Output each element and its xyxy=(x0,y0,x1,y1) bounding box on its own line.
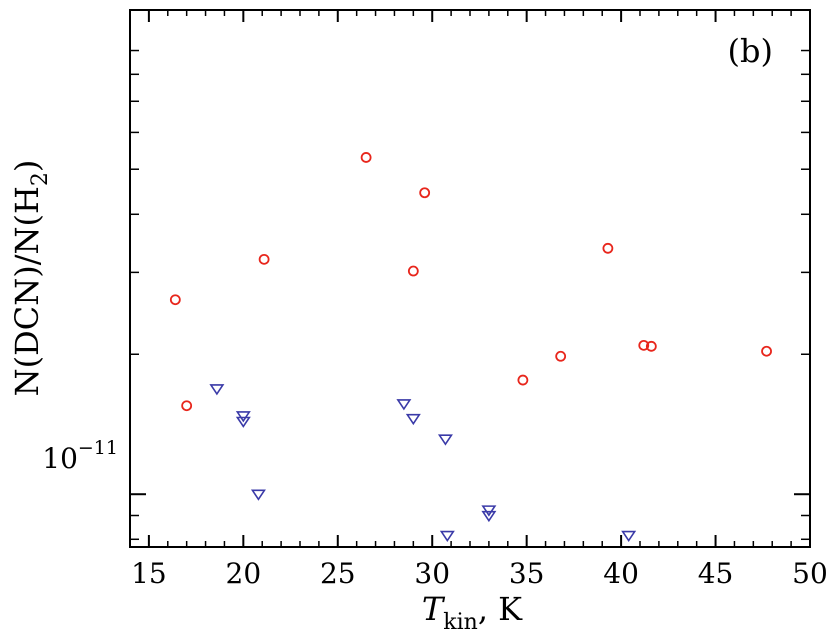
circle-point xyxy=(258,253,270,265)
y-axis-title-main: N(DCN)/N(H xyxy=(8,186,46,396)
triangle-point xyxy=(405,413,421,426)
circle-point xyxy=(761,345,772,357)
triangle-point xyxy=(235,411,251,423)
plot-frame xyxy=(129,9,811,548)
triangle-point xyxy=(439,530,455,542)
y-axis-ticks xyxy=(130,49,810,541)
triangle-point xyxy=(437,434,453,446)
x-tick-label: 15 xyxy=(131,557,167,590)
x-tick-label: 50 xyxy=(792,557,828,590)
y-tick-exponent: −11 xyxy=(78,437,118,459)
triangle-point xyxy=(209,384,225,396)
triangle-point xyxy=(481,505,497,517)
triangle-point xyxy=(481,510,497,523)
x-tick-label: 25 xyxy=(320,557,356,590)
circle-point xyxy=(181,400,193,412)
x-axis-title-symbol: T xyxy=(422,590,446,628)
circle-point xyxy=(407,265,419,277)
circle-point xyxy=(517,374,529,386)
y-axis-title-group: N(DCN)/N(H2) xyxy=(8,160,53,397)
x-tick-label: 40 xyxy=(603,557,639,590)
y-axis-title: N(DCN)/N(H2) xyxy=(8,160,53,397)
panel-label: (b) xyxy=(728,32,773,70)
y-tick-label-1e-11: 10−11 xyxy=(42,437,118,475)
circle-point xyxy=(555,350,567,362)
circle-point xyxy=(419,187,431,199)
circle-point xyxy=(638,339,650,351)
y-axis-title-close: ) xyxy=(8,160,46,172)
x-tick-label: 35 xyxy=(509,557,545,590)
triangle-point xyxy=(250,489,266,501)
x-tick-label: 20 xyxy=(226,557,262,590)
x-tick-label: 45 xyxy=(698,557,734,590)
triangle-point xyxy=(621,530,637,542)
triangle-point xyxy=(396,399,412,411)
x-axis-title: Tkin, K xyxy=(422,590,523,635)
x-axis-ticks: 15 20 25 30 35 40 45 50 xyxy=(131,10,828,590)
x-axis-title-unit: , K xyxy=(478,590,523,628)
x-axis-title-subscript: kin xyxy=(443,610,478,635)
data-points xyxy=(169,152,772,542)
circle-point xyxy=(360,152,372,163)
circle-point xyxy=(169,294,181,306)
y-tick-base: 10 xyxy=(42,442,78,475)
x-tick-label: 30 xyxy=(414,557,450,590)
triangle-point xyxy=(235,416,251,428)
y-axis-title-subscript: 2 xyxy=(28,172,53,186)
circle-point xyxy=(645,340,657,352)
circle-point xyxy=(602,242,614,254)
